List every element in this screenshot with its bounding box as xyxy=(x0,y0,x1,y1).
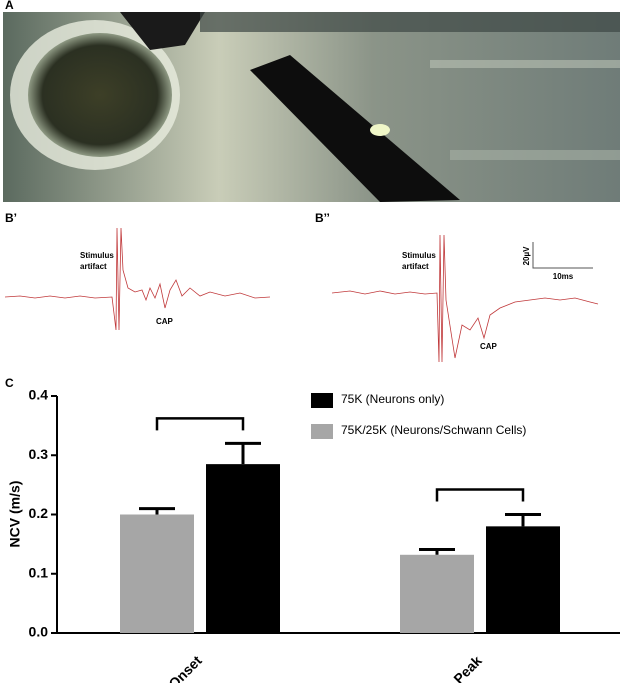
annotation: Stimulus xyxy=(402,251,436,260)
x-tick-label: Onset xyxy=(165,652,205,683)
bar xyxy=(486,526,560,633)
annotation: artifact xyxy=(402,262,429,271)
annotation: Stimulus xyxy=(80,251,114,260)
legend-swatch xyxy=(311,424,333,439)
significance-bracket xyxy=(435,488,525,502)
y-tick-label: 0.3 xyxy=(29,446,49,462)
y-tick-label: 0.2 xyxy=(29,505,49,521)
y-tick-label: 0.1 xyxy=(29,564,49,580)
annotation: artifact xyxy=(80,262,107,271)
error-bar xyxy=(225,441,261,465)
x-tick-label: Peak xyxy=(450,652,485,683)
trace xyxy=(4,227,271,331)
trace xyxy=(331,234,599,363)
legend-label: 75K/25K (Neurons/Schwann Cells) xyxy=(341,423,526,437)
y-tick-label: 0.4 xyxy=(29,387,49,403)
panel-label: B’ xyxy=(5,211,17,225)
panel-label: C xyxy=(5,376,14,390)
legend-label: 75K (Neurons only) xyxy=(341,392,444,406)
annotation: CAP xyxy=(480,342,498,351)
significance-bracket xyxy=(155,417,245,431)
y-tick-label: 0.0 xyxy=(29,624,49,640)
error-bar xyxy=(419,547,455,555)
scale-label: 10ms xyxy=(553,272,574,281)
panel-label: B’’ xyxy=(315,211,330,225)
annotation: CAP xyxy=(156,317,174,326)
panel-label: A xyxy=(5,0,14,12)
bar xyxy=(120,514,194,633)
micrograph xyxy=(3,12,620,202)
error-bar xyxy=(505,513,541,527)
scale-bar xyxy=(532,242,593,269)
legend-swatch xyxy=(311,393,333,408)
y-axis-label: NCV (m/s) xyxy=(7,481,23,548)
scale-label: 20µV xyxy=(522,246,531,266)
error-bar xyxy=(139,507,175,515)
bar xyxy=(400,554,474,633)
bar xyxy=(206,464,280,633)
